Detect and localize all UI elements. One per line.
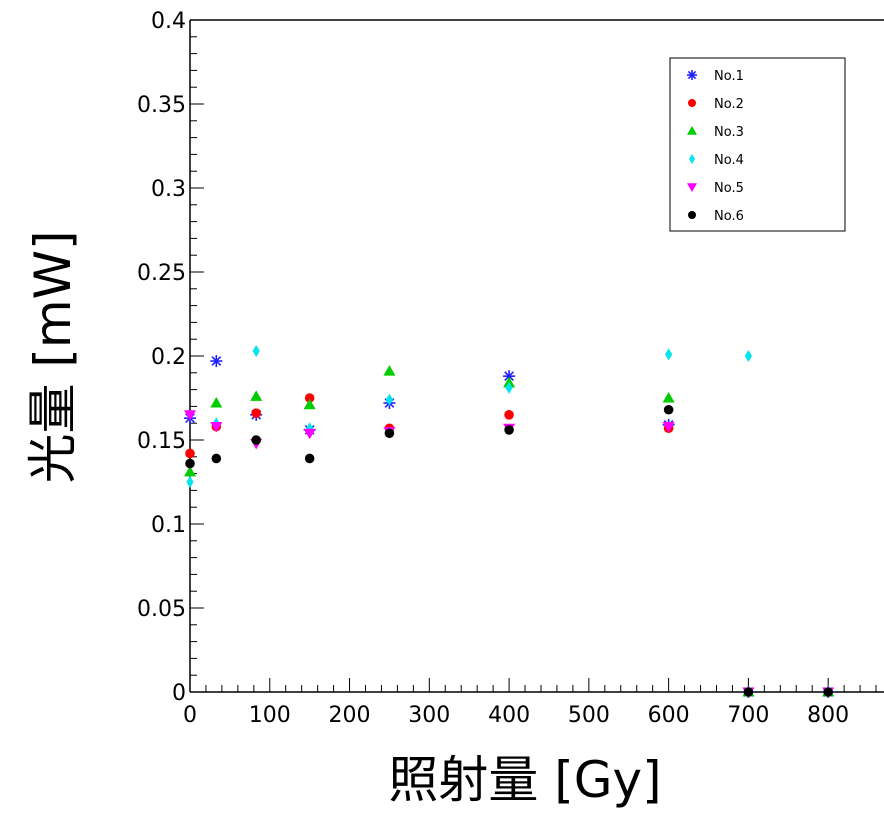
- data-point-series-5: [303, 428, 316, 440]
- data-point-series-6: [211, 453, 222, 464]
- data-point-series-4: [186, 476, 194, 488]
- y-tick-label: 0.4: [151, 9, 186, 34]
- legend-marker-3: [687, 126, 697, 135]
- x-tick-label: 200: [329, 703, 371, 728]
- x-axis-title: 照射量 [Gy]: [388, 751, 661, 809]
- x-tick-label: 0: [183, 703, 197, 728]
- tick-labels: 0 0.05 0.1 0.15 0.2 0.25 0.3 0.35 0.4 0 100 200 300 4…: [137, 9, 849, 728]
- data-point-series-4: [505, 381, 513, 394]
- x-tick-label: 600: [648, 703, 690, 728]
- legend-label-6: No.6: [714, 209, 744, 224]
- legend-label-4: No.4: [714, 153, 744, 168]
- y-tick-label: 0.25: [137, 261, 186, 286]
- y-tick-label: 0: [172, 681, 186, 706]
- data-point-series-5: [184, 410, 196, 421]
- data-point-series-3: [383, 365, 396, 376]
- x-tick-label: 100: [249, 703, 291, 728]
- data-point-series-3: [250, 390, 263, 401]
- legend-label-5: No.5: [714, 181, 744, 196]
- data-point-series-4: [385, 393, 394, 406]
- legend-marker-1: [687, 70, 697, 80]
- data-point-series-4: [665, 348, 673, 361]
- legend-label-1: No.1: [714, 69, 744, 84]
- x-tick-label: 700: [727, 703, 769, 728]
- legend-marker-4: [689, 154, 695, 164]
- data-point-series-6: [384, 428, 395, 439]
- data-point-series-6: [251, 435, 262, 445]
- y-tick-label: 0.1: [151, 513, 186, 538]
- y-tick-label: 0.05: [137, 597, 186, 622]
- legend-marker-2: [688, 99, 696, 107]
- data-point-series-2: [185, 448, 195, 459]
- legend-label-3: No.3: [714, 125, 744, 140]
- axis-ticks: [189, 19, 877, 693]
- y-tick-label: 0.2: [151, 345, 186, 370]
- data-point-series-2: [504, 410, 514, 420]
- data-point-series-6: [663, 404, 674, 415]
- y-axis-title: 光量 [mW]: [24, 230, 82, 483]
- data-point-series-4: [252, 344, 260, 357]
- data-point-series-6: [823, 687, 833, 697]
- legend-box: [669, 57, 846, 232]
- data-point-series-6: [504, 425, 514, 435]
- legend-label-2: No.2: [714, 97, 744, 112]
- data-point-series-2: [304, 393, 315, 403]
- x-tick-label: 500: [568, 703, 610, 728]
- y-tick-label: 0.35: [137, 93, 186, 118]
- data-point-series-5: [210, 422, 223, 433]
- data-point-series-6: [743, 687, 754, 697]
- legend-marker-6: [688, 211, 696, 219]
- y-tick-label: 0.3: [151, 177, 186, 202]
- x-tick-label: 800: [807, 703, 849, 728]
- data-point-series-6: [185, 458, 195, 469]
- data-point-series-6: [304, 453, 315, 464]
- data-point-series-5: [662, 422, 675, 433]
- data-point-series-3: [210, 397, 223, 408]
- legend: No.1 No.2 No.3 No.4 No.5 No.6: [669, 57, 846, 232]
- y-tick-label: 0.15: [137, 429, 186, 454]
- x-tick-label: 400: [488, 703, 530, 728]
- data-point-series-1: [503, 370, 516, 383]
- legend-marker-5: [687, 183, 697, 192]
- data-point-series-2: [251, 408, 262, 418]
- x-tick-label: 300: [408, 703, 450, 728]
- data-point-series-3: [184, 465, 196, 477]
- data-point-series-3: [303, 398, 316, 410]
- data-point-series-3: [662, 392, 675, 403]
- data-point-series-1: [210, 355, 223, 368]
- data-point-series-4: [744, 350, 752, 362]
- data-points: [184, 344, 835, 698]
